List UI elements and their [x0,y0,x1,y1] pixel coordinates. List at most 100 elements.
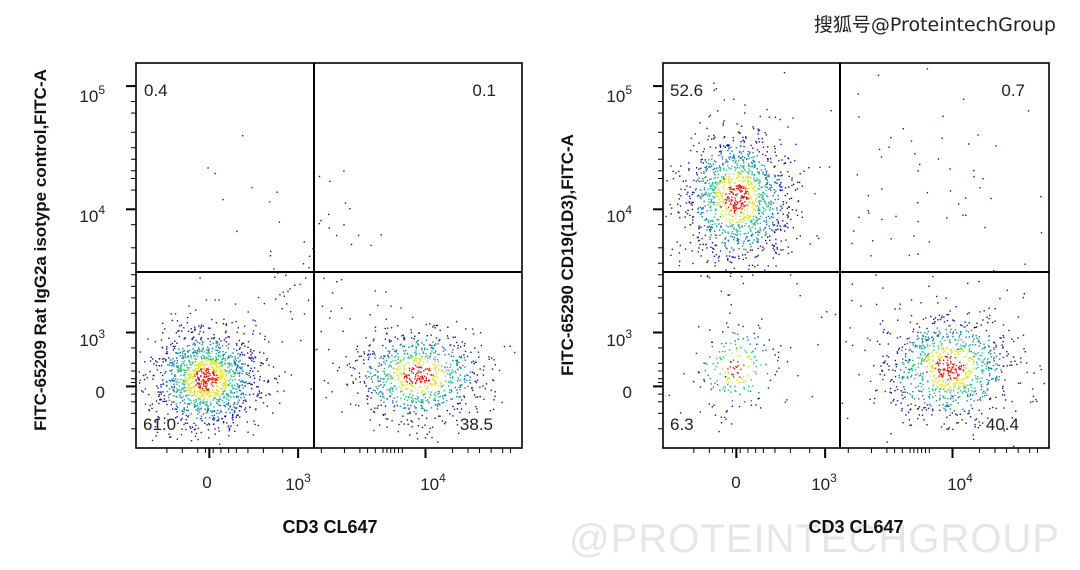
event-dot [904,354,907,356]
event-dot [916,357,919,359]
event-dot [237,414,239,416]
event-dot [414,375,417,378]
event-dot [736,333,739,335]
event-dot [410,396,412,399]
event-dot [417,389,419,391]
event-dot [198,382,201,384]
event-dot [373,389,375,391]
event-dot [199,402,201,404]
event-dot [903,386,905,388]
event-dot [930,315,932,318]
event-dot [233,406,235,408]
event-dot [951,412,953,414]
event-dot [382,393,384,395]
event-dot [213,336,216,339]
event-dot [679,175,681,177]
event-dot [967,331,970,333]
event-dot [987,345,990,347]
event-dot [729,385,731,387]
event-dot [177,422,179,424]
event-dot [698,227,700,230]
event-dot [447,337,449,339]
event-dot [374,290,377,292]
event-dot [389,340,391,343]
event-dot [205,359,207,361]
event-dot [192,331,194,333]
event-dot [206,410,208,412]
event-dot [736,185,739,187]
event-dot [966,363,969,365]
event-dot [179,391,181,393]
event-dot [957,339,959,342]
event-dot [382,413,384,416]
event-dot [791,251,793,253]
event-dot [252,393,255,395]
event-dot [212,342,214,345]
event-dot [176,438,178,440]
event-dot [382,377,384,380]
event-dot [422,376,424,379]
event-dot [709,186,711,188]
event-dot [494,395,496,397]
event-dot [412,344,414,347]
event-dot [757,230,759,232]
event-dot [952,319,954,321]
event-dot [388,352,391,354]
event-dot [183,369,185,371]
event-dot [703,200,705,203]
event-dot [1004,399,1007,401]
event-dot [382,386,384,389]
event-dot [173,395,175,397]
event-dot [890,379,893,381]
event-dot [938,399,941,401]
event-dot [442,350,445,352]
event-dot [193,351,195,353]
event-dot [713,188,715,190]
event-dot [953,410,955,412]
event-dot [738,219,740,221]
event-dot [946,428,948,430]
event-dot [765,349,767,351]
event-dot [721,232,724,234]
event-dot [778,159,780,162]
event-dot [463,345,466,347]
event-dot [170,362,172,364]
event-dot [1020,357,1022,359]
event-dot [226,398,228,401]
event-dot [670,213,672,215]
watermark-top: 搜狐号@ProteintechGroup [813,14,1056,36]
event-dot [433,393,436,395]
event-dot [709,227,712,229]
event-dot [222,198,224,201]
event-dot [971,344,974,346]
event-dot [945,328,947,331]
event-dot [177,330,179,332]
event-dot [226,394,228,396]
event-dot [762,195,764,197]
event-dot [729,366,732,368]
event-dot [251,356,253,359]
event-dot [955,399,957,401]
event-dot [193,370,196,372]
event-dot [697,194,700,196]
event-dot [912,344,914,346]
event-dot [960,368,962,370]
event-dot [270,250,272,253]
event-dot [723,145,725,147]
event-dot [404,388,407,390]
event-dot [200,337,203,339]
event-dot [887,343,890,345]
event-dot [910,383,912,385]
event-dot [714,177,717,179]
event-dot [343,170,345,172]
event-dot [714,136,716,138]
event-dot [974,375,977,377]
event-dot [225,393,227,395]
event-dot [416,398,418,400]
event-dot [749,228,751,230]
event-dot [684,188,686,191]
event-dot [714,170,717,173]
event-dot [241,363,243,365]
event-dot [983,343,985,345]
event-dot [225,341,228,343]
